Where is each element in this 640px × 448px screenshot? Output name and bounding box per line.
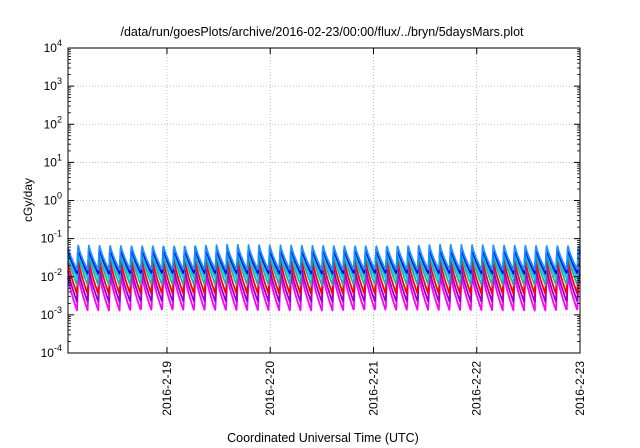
y-tick-label: 104 (44, 38, 62, 55)
y-tick-label: 103 (44, 76, 62, 93)
y-tick-label: 10-3 (41, 305, 62, 322)
x-tick-label: 2016-2-21 (366, 361, 380, 416)
series-line (67, 266, 581, 303)
y-tick-label: 10-2 (41, 267, 62, 284)
axes: 10-4 10-3 10-2 10-1 100 101 102 103 104 2016-2-19… (41, 38, 587, 416)
series-group (67, 243, 581, 312)
y-tick-label: 10-4 (41, 343, 62, 360)
x-tick-label: 2016-2-19 (160, 361, 174, 416)
y-axis-label: cGy/day (21, 178, 35, 222)
y-tick-label: 10-1 (41, 229, 62, 246)
y-tick-label: 102 (44, 114, 62, 131)
series-line (67, 272, 581, 312)
series-line (67, 257, 581, 296)
x-axis-label: Coordinated Universal Time (UTC) (227, 431, 419, 445)
x-tick-label: 2016-2-22 (470, 361, 484, 416)
x-tick-label: 2016-2-20 (263, 361, 277, 416)
plot-border (67, 47, 581, 354)
series-line (67, 243, 581, 271)
chart-title: /data/run/goesPlots/archive/2016-02-23/0… (120, 25, 524, 39)
y-tick-label: 101 (44, 152, 62, 169)
x-tick-label: 2016-2-23 (573, 361, 587, 416)
series-line (67, 250, 581, 287)
y-tick-label: 100 (44, 191, 62, 208)
